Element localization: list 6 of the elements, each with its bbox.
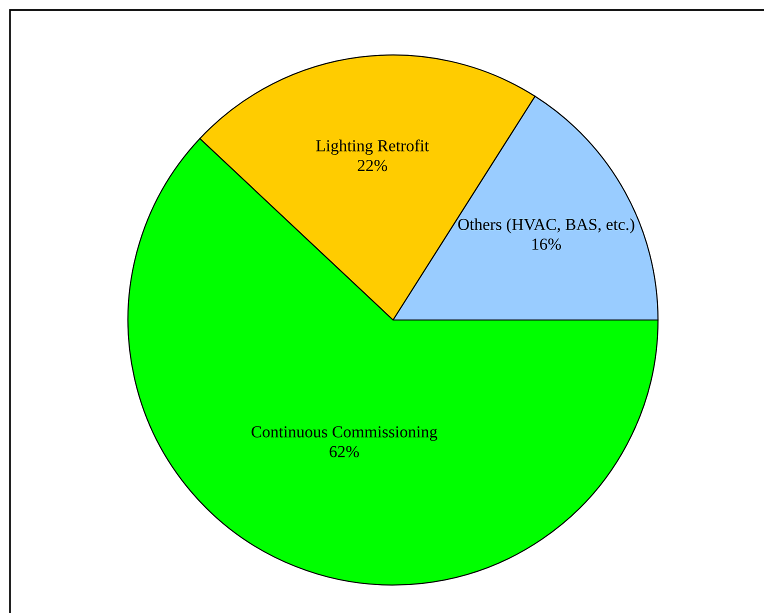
data-label: 16% bbox=[532, 238, 561, 250]
data-label: 62% bbox=[330, 446, 359, 458]
slice-label: Others (HVAC, BAS, etc.) bbox=[458, 218, 634, 234]
slice-label: Lighting Retrofit bbox=[316, 139, 430, 155]
slice-label: Continuous Commissioning bbox=[252, 426, 438, 441]
data-label: 22% bbox=[358, 160, 388, 172]
